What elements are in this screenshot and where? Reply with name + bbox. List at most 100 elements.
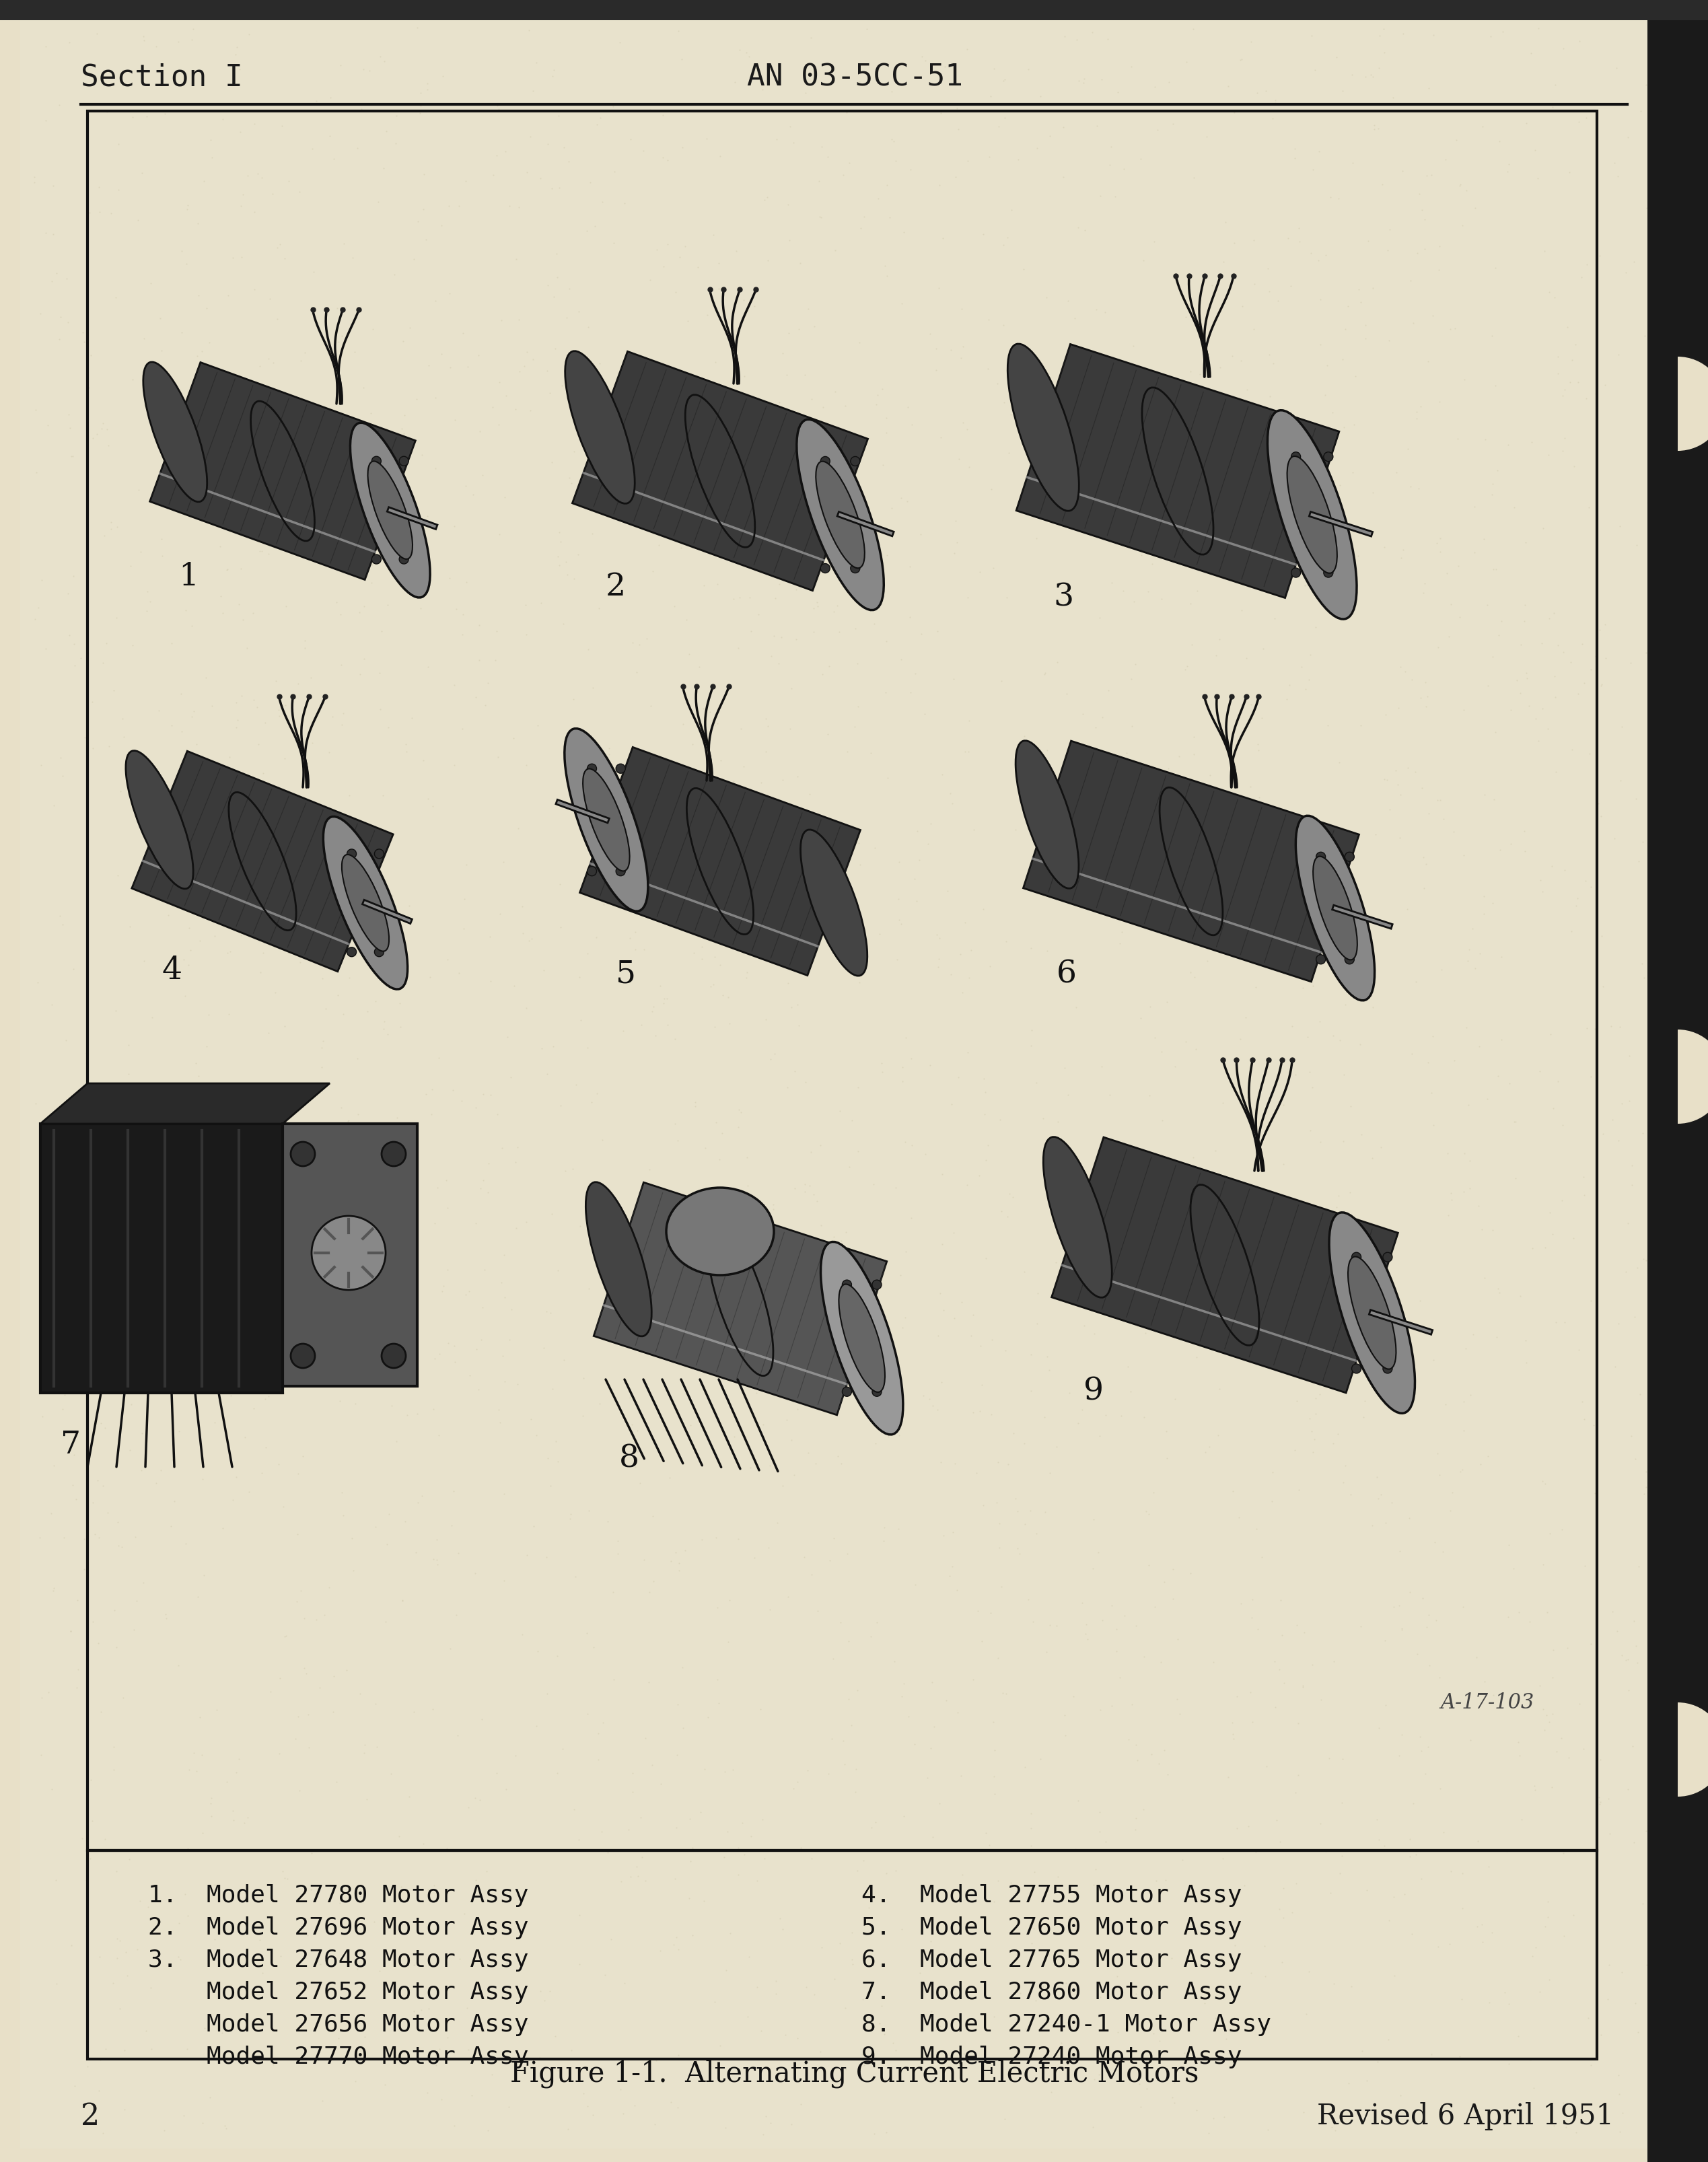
Point xyxy=(1122,1812,1149,1846)
Point xyxy=(777,2106,804,2140)
Point xyxy=(466,1781,494,1816)
Point xyxy=(422,2037,449,2071)
Point xyxy=(1037,2076,1064,2110)
Point xyxy=(861,1427,888,1462)
Point xyxy=(977,949,1004,984)
Point xyxy=(72,1165,99,1200)
Point xyxy=(22,393,50,428)
Point xyxy=(1266,1652,1293,1686)
Point xyxy=(1223,882,1250,917)
Point xyxy=(1331,409,1358,443)
Point xyxy=(181,1113,208,1148)
Point xyxy=(726,1092,753,1126)
Point xyxy=(316,1356,343,1390)
Point xyxy=(454,2032,482,2067)
Point xyxy=(1476,1985,1503,2019)
Point xyxy=(55,618,82,653)
Point xyxy=(820,595,847,629)
Point xyxy=(85,2073,113,2108)
Point xyxy=(806,882,834,917)
Point xyxy=(1428,953,1455,988)
Point xyxy=(1512,835,1539,869)
Point xyxy=(639,1174,666,1209)
Point xyxy=(1471,521,1498,556)
Point xyxy=(109,1680,137,1714)
Point xyxy=(845,964,873,999)
Point xyxy=(980,2000,1008,2034)
Point xyxy=(1040,1974,1068,2008)
Point xyxy=(1228,41,1255,76)
Point xyxy=(881,1170,909,1204)
Point xyxy=(1061,1267,1088,1302)
Point xyxy=(224,30,251,65)
Point xyxy=(272,1243,299,1278)
Point xyxy=(1462,1641,1489,1676)
Point xyxy=(1180,737,1208,772)
Point xyxy=(1500,491,1527,525)
Point xyxy=(1638,292,1665,326)
Point xyxy=(1534,437,1561,471)
Point xyxy=(787,1831,815,1866)
Point xyxy=(184,1059,212,1094)
Point xyxy=(596,737,623,772)
Point xyxy=(477,919,504,953)
Point xyxy=(818,1721,845,1756)
Point xyxy=(1325,182,1353,216)
Point xyxy=(640,2108,668,2143)
Point xyxy=(1172,653,1199,688)
Point xyxy=(671,1533,699,1567)
Point xyxy=(1098,130,1126,164)
Point xyxy=(1325,1178,1353,1213)
Point xyxy=(714,884,741,919)
Point xyxy=(791,1167,818,1202)
Point xyxy=(1153,1758,1180,1792)
Point xyxy=(509,917,536,951)
Point xyxy=(61,2069,89,2104)
Point xyxy=(1221,1929,1249,1963)
Point xyxy=(1633,67,1660,102)
Point xyxy=(1484,1059,1512,1094)
Point xyxy=(183,372,210,406)
Point xyxy=(137,1103,164,1137)
Point xyxy=(272,742,299,776)
Point xyxy=(574,936,601,971)
Point xyxy=(1614,119,1641,154)
Point xyxy=(912,43,939,78)
Point xyxy=(1512,813,1539,848)
Point xyxy=(1132,1494,1160,1529)
Point xyxy=(945,112,972,147)
Point xyxy=(907,616,934,651)
Point xyxy=(319,1658,347,1693)
Point xyxy=(589,1122,617,1157)
Point xyxy=(774,1299,801,1334)
Point xyxy=(1088,1602,1115,1637)
Point xyxy=(919,1388,946,1423)
Point xyxy=(1401,1360,1428,1394)
Point xyxy=(654,143,681,177)
Point xyxy=(29,1399,56,1433)
Point xyxy=(202,1219,229,1254)
Point xyxy=(1083,361,1110,396)
Point xyxy=(1315,435,1342,469)
Point xyxy=(350,547,377,582)
Point xyxy=(208,2015,236,2050)
Point xyxy=(688,943,716,977)
Point xyxy=(1180,452,1208,486)
Point xyxy=(693,1200,721,1235)
Point xyxy=(1494,1987,1522,2021)
Point xyxy=(50,908,77,943)
Point xyxy=(741,1444,769,1479)
Point xyxy=(1027,1743,1054,1777)
Point xyxy=(422,1340,449,1375)
Point xyxy=(1587,2017,1614,2052)
Point xyxy=(420,1868,447,1903)
Point xyxy=(485,409,512,443)
Point xyxy=(215,1083,243,1118)
Point xyxy=(480,158,507,192)
Point xyxy=(1132,1317,1160,1351)
Point xyxy=(1633,1243,1660,1278)
Point xyxy=(793,1066,820,1100)
Point xyxy=(950,329,977,363)
Point xyxy=(873,169,900,203)
Point xyxy=(1535,275,1563,309)
